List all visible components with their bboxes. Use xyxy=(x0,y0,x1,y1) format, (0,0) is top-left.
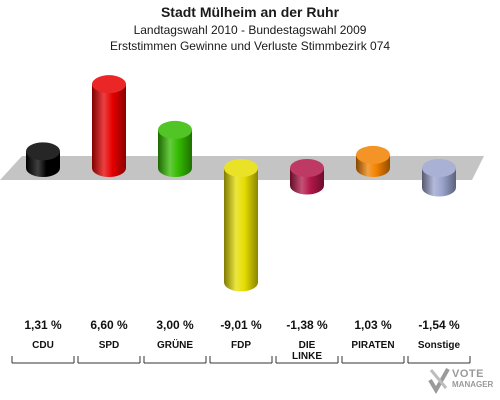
category-label: SPD xyxy=(98,340,120,351)
category-labels: CDU SPD GRÜNE FDP DIE LINKE PIRATEN Sonstige xyxy=(0,340,500,370)
value-label: -1,54 % xyxy=(418,318,460,332)
value-label: 1,31 % xyxy=(24,318,62,332)
category-label: PIRATEN xyxy=(351,340,395,351)
value-label: -9,01 % xyxy=(220,318,262,332)
logo-word: VOTE xyxy=(452,368,484,380)
bar-gruene xyxy=(158,120,192,177)
bar-piraten xyxy=(356,145,390,177)
category-axis xyxy=(11,356,471,364)
bar-cdu xyxy=(26,142,60,177)
category-label: FDP xyxy=(231,340,251,351)
bar-spd xyxy=(92,75,126,177)
value-label: 3,00 % xyxy=(156,318,194,332)
logo-word-2: MANAGER xyxy=(452,380,494,389)
chart-subtitle-2: Erststimmen Gewinne und Verluste Stimmbe… xyxy=(109,39,391,53)
bar-fdp xyxy=(224,159,258,292)
chart-subtitle-1: Landtagswahl 2010 - Bundestagswahl 2009 xyxy=(133,23,367,37)
category-label: DIE LINKE xyxy=(292,340,322,362)
category-label: Sonstige xyxy=(417,340,461,351)
category-label: GRÜNE xyxy=(156,340,194,351)
value-label: -1,38 % xyxy=(286,318,328,332)
vote-check-icon xyxy=(428,368,450,394)
value-labels: 1,31 % 6,60 % 3,00 % -9,01 % -1,38 % 1,03 % -1… xyxy=(0,318,500,338)
chart-title: Stadt Mülheim an der Ruhr xyxy=(160,4,340,20)
value-label: 1,03 % xyxy=(354,318,392,332)
vote-manager-logo: VOTE MANAGER xyxy=(428,366,498,398)
value-label: 6,60 % xyxy=(90,318,128,332)
bar-sonstige xyxy=(422,159,456,197)
category-label: CDU xyxy=(32,340,54,351)
bar-die-linke xyxy=(290,159,324,195)
